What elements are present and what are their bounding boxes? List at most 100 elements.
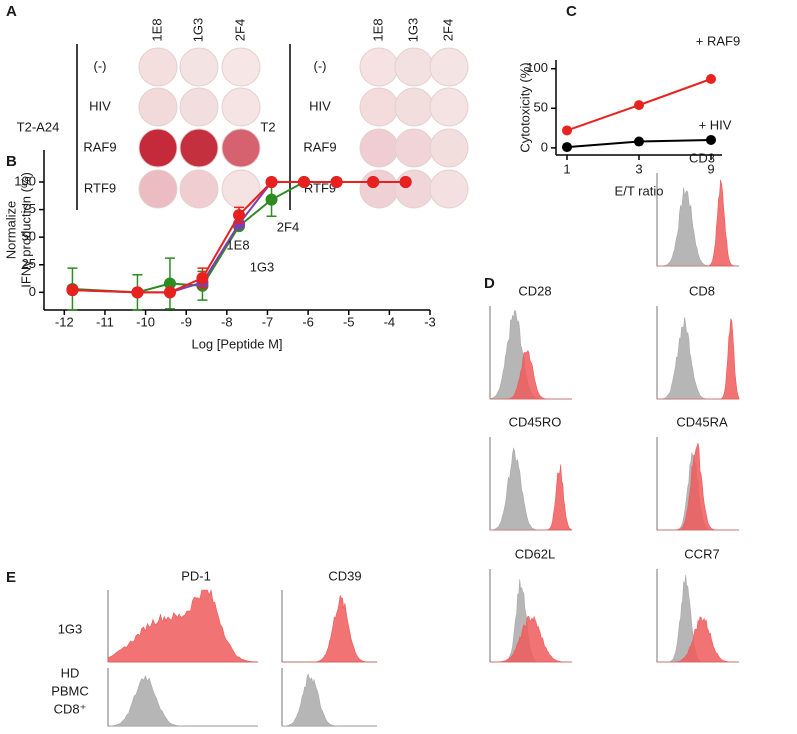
histogram (107, 588, 259, 663)
well (221, 128, 261, 168)
x-tick-label: -8 (221, 314, 233, 329)
well (221, 47, 261, 87)
histogram (281, 673, 377, 727)
well (394, 87, 434, 127)
row-label: RTF9 (84, 180, 116, 195)
y-tick-label: 50 (534, 100, 548, 115)
well (394, 128, 434, 168)
histogram-title: CD45RA (676, 414, 728, 429)
x-axis-label: E/T ratio (615, 183, 664, 198)
data-point (330, 176, 343, 188)
well (221, 87, 261, 127)
well (138, 128, 178, 168)
panel-label: B (6, 153, 17, 170)
x-tick-label: -11 (96, 314, 114, 329)
histogram (489, 615, 573, 663)
well (179, 87, 219, 127)
data-point (367, 176, 380, 188)
x-tick-label: -7 (262, 314, 274, 329)
row-label: (-) (314, 58, 327, 73)
column-label: 1G3 (190, 18, 205, 43)
row-label: HIV (309, 98, 331, 113)
column-label: 1E8 (149, 18, 164, 41)
histogram (657, 616, 740, 663)
histogram (490, 350, 572, 400)
series-line (72, 181, 406, 294)
well (359, 128, 399, 168)
series-label: 2F4 (277, 219, 299, 234)
data-point (163, 277, 176, 290)
x-tick-label: -5 (343, 314, 355, 329)
y-axis-label: IFNγ production (%) (18, 172, 33, 288)
x-tick-label: 3 (635, 161, 642, 176)
data-point (706, 74, 716, 84)
well (179, 128, 219, 168)
histogram (657, 179, 740, 267)
data-point (131, 286, 144, 299)
histogram-title: CCR7 (684, 546, 719, 561)
x-tick-label: -3 (424, 314, 436, 329)
series-label: + RAF9 (696, 33, 740, 48)
group-label: T2 (260, 119, 275, 134)
well (359, 169, 399, 209)
column-label: 1G3 (405, 18, 420, 43)
column-title: CD39 (328, 568, 361, 583)
x-axis-label: Log [Peptide M] (191, 336, 282, 351)
histogram (107, 675, 258, 727)
well (138, 87, 178, 127)
well (394, 169, 434, 209)
y-tick-label: 100 (526, 60, 548, 75)
series-label: 1G3 (250, 259, 275, 274)
data-point (196, 272, 209, 284)
well (221, 169, 261, 209)
x-tick-label: -9 (180, 314, 192, 329)
row-label: (-) (94, 58, 107, 73)
well (429, 169, 469, 209)
data-point (265, 176, 278, 188)
data-point (265, 193, 278, 206)
series-label: 1E8 (226, 237, 249, 252)
well (138, 169, 178, 209)
x-tick-label: 9 (707, 161, 714, 176)
panel-label: D (484, 275, 495, 292)
row-label: RAF9 (83, 139, 116, 154)
x-tick-label: 1 (563, 161, 570, 176)
histogram (490, 464, 573, 531)
data-point (562, 125, 572, 136)
row-label: RTF9 (304, 180, 336, 195)
x-tick-label: -4 (384, 314, 396, 329)
row-title: CD8⁺ (54, 701, 87, 716)
histogram (282, 594, 378, 663)
histogram (657, 443, 739, 531)
y-tick-label: 100 (14, 173, 36, 188)
y-tick-label: 50 (22, 229, 36, 244)
data-point (562, 142, 572, 153)
histogram (657, 318, 740, 400)
histogram-title: CD45RO (509, 414, 562, 429)
column-label: 2F4 (232, 19, 247, 41)
y-tick-label: 75 (22, 201, 36, 216)
well (394, 47, 434, 87)
histogram-title: CD62L (515, 546, 555, 561)
data-point (399, 176, 412, 188)
row-title: 1G3 (58, 621, 83, 636)
x-tick-label: -10 (136, 314, 155, 329)
well (138, 47, 178, 87)
well (359, 87, 399, 127)
data-point (163, 286, 176, 299)
histogram-title: CD3 (689, 150, 715, 165)
data-point (634, 100, 644, 111)
well (359, 47, 399, 87)
histogram-title: CD28 (518, 283, 551, 298)
column-label: 2F4 (440, 19, 455, 41)
x-tick-label: -12 (55, 314, 74, 329)
panel-label: E (6, 569, 16, 586)
data-point (233, 209, 246, 222)
y-axis-label: Cytotoxicity (%) (517, 62, 532, 152)
column-title: PD-1 (181, 568, 211, 583)
data-point (706, 134, 716, 145)
well (429, 87, 469, 127)
data-point (66, 284, 79, 297)
